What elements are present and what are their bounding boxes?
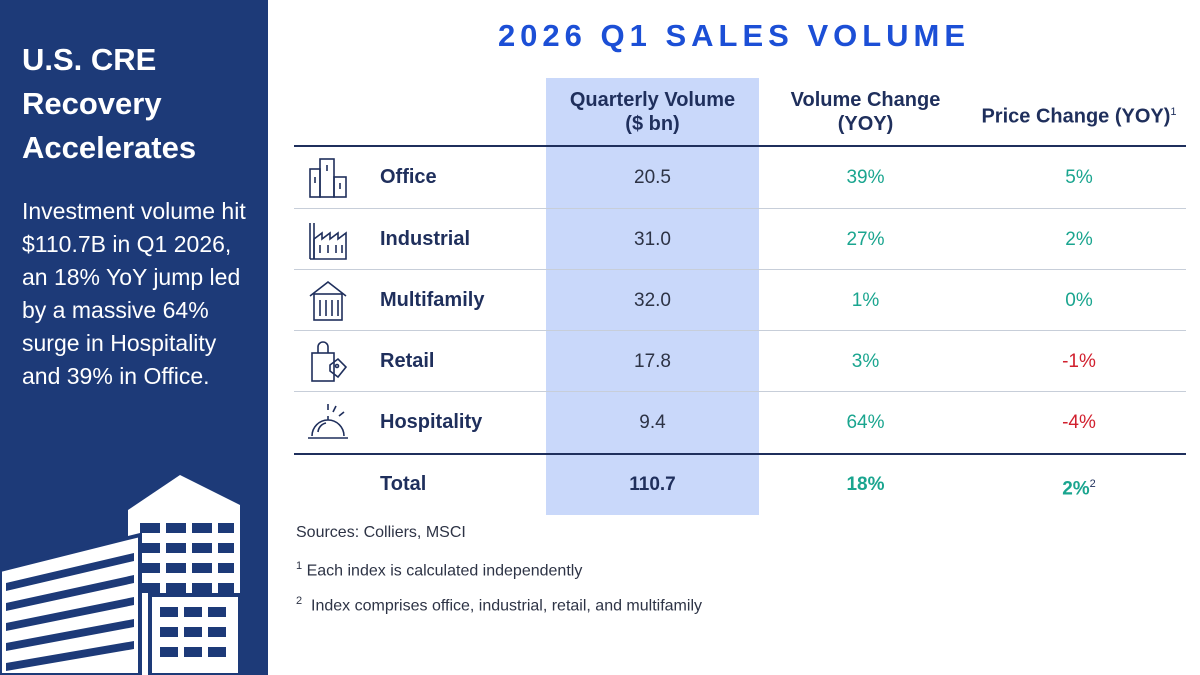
footnote-1-text: Each index is calculated independently bbox=[306, 562, 583, 580]
column-header-price-change: Price Change (YOY)1 bbox=[972, 100, 1186, 129]
row-label-office: Office bbox=[380, 166, 437, 188]
table-top-rule bbox=[294, 145, 1186, 147]
row-divider bbox=[294, 269, 1186, 270]
sidebar-title: U.S. CRE Recovery Accelerates bbox=[22, 42, 197, 165]
cell-volume-change-retail: 3% bbox=[851, 351, 880, 372]
column-header-volume-line1: Quarterly Volume bbox=[569, 89, 736, 111]
cell-volume-industrial: 31.0 bbox=[634, 229, 671, 250]
cell-volume-hospitality: 9.4 bbox=[639, 412, 666, 433]
table-row-multifamily: Multifamily 32.0 1% 0% bbox=[294, 270, 1186, 331]
cell-price-change-retail: -1% bbox=[1062, 351, 1096, 372]
column-header-price-change-label: Price Change (YOY) bbox=[981, 105, 1171, 128]
cell-volume-change-hospitality: 64% bbox=[846, 412, 885, 433]
row-label-total: Total bbox=[380, 473, 427, 495]
column-header-volume-change-line2: (YOY) bbox=[837, 113, 894, 135]
column-header-volume-line2: ($ bn) bbox=[625, 113, 680, 135]
cell-volume-office: 20.5 bbox=[634, 167, 671, 188]
cell-price-change-total: 2%2 bbox=[972, 454, 1186, 515]
shopping-bag-icon bbox=[311, 341, 348, 382]
row-divider bbox=[294, 330, 1186, 331]
cell-price-change-industrial: 2% bbox=[1065, 229, 1093, 250]
row-label-industrial: Industrial bbox=[380, 228, 471, 250]
table-row-total: Total 110.7 18% 2%2 bbox=[294, 454, 1186, 515]
cell-volume-retail: 17.8 bbox=[634, 351, 671, 372]
column-header-volume-change: Volume Change (YOY) bbox=[759, 88, 972, 136]
footnote-2-mark: 2 bbox=[296, 595, 303, 607]
row-label-hospitality: Hospitality bbox=[380, 411, 483, 433]
cell-price-change-hospitality: -4% bbox=[1062, 412, 1096, 433]
office-building-icon bbox=[309, 158, 347, 198]
cell-volume-change-office: 39% bbox=[846, 167, 885, 188]
row-divider bbox=[294, 208, 1186, 209]
column-header-volume-change-line1: Volume Change bbox=[790, 89, 941, 111]
cell-volume-multifamily: 32.0 bbox=[634, 290, 671, 311]
table-row-industrial: Industrial 31.0 27% 2% bbox=[294, 209, 1186, 270]
buildings-illustration bbox=[0, 475, 242, 675]
table-row-office: Office 20.5 39% 5% bbox=[294, 147, 1186, 208]
row-label-retail: Retail bbox=[380, 350, 435, 372]
sidebar-summary: Investment volume hit $110.7B in Q1 2026… bbox=[22, 198, 246, 389]
cell-volume-change-multifamily: 1% bbox=[851, 290, 880, 311]
table-total-rule bbox=[294, 453, 1186, 455]
factory-icon bbox=[309, 223, 347, 260]
service-bell-icon bbox=[308, 404, 348, 439]
cell-volume-change-total: 18% bbox=[846, 474, 885, 495]
apartment-icon bbox=[309, 280, 347, 321]
table-row-hospitality: Hospitality 9.4 64% -4% bbox=[294, 392, 1186, 453]
column-header-volume: Quarterly Volume ($ bn) bbox=[546, 88, 759, 136]
table-row-retail: Retail 17.8 3% -1% bbox=[294, 331, 1186, 392]
row-divider bbox=[294, 391, 1186, 392]
footnote-1-mark: 1 bbox=[296, 560, 303, 572]
sources-note: Sources: Colliers, MSCI bbox=[296, 524, 466, 541]
cell-price-change-total-value: 2% bbox=[1062, 478, 1090, 500]
footnote-marker-2: 2 bbox=[1089, 478, 1096, 490]
row-label-multifamily: Multifamily bbox=[380, 289, 485, 311]
cell-volume-total: 110.7 bbox=[629, 474, 676, 495]
cell-price-change-multifamily: 0% bbox=[1065, 290, 1093, 311]
chart-title: 2026 Q1 SALES VOLUME bbox=[497, 18, 971, 53]
cell-volume-change-industrial: 27% bbox=[846, 229, 885, 250]
footnote-1: 1 Each index is calculated independently bbox=[296, 560, 582, 580]
footnote-2: 2 Index comprises office, industrial, re… bbox=[296, 595, 702, 615]
footnote-2-text: Index comprises office, industrial, reta… bbox=[311, 597, 702, 615]
cell-price-change-office: 5% bbox=[1065, 167, 1093, 188]
volume-column-highlight bbox=[546, 78, 759, 515]
sidebar-panel: U.S. CRE Recovery Accelerates Investment… bbox=[0, 0, 268, 675]
footnote-marker-1: 1 bbox=[1170, 106, 1177, 118]
